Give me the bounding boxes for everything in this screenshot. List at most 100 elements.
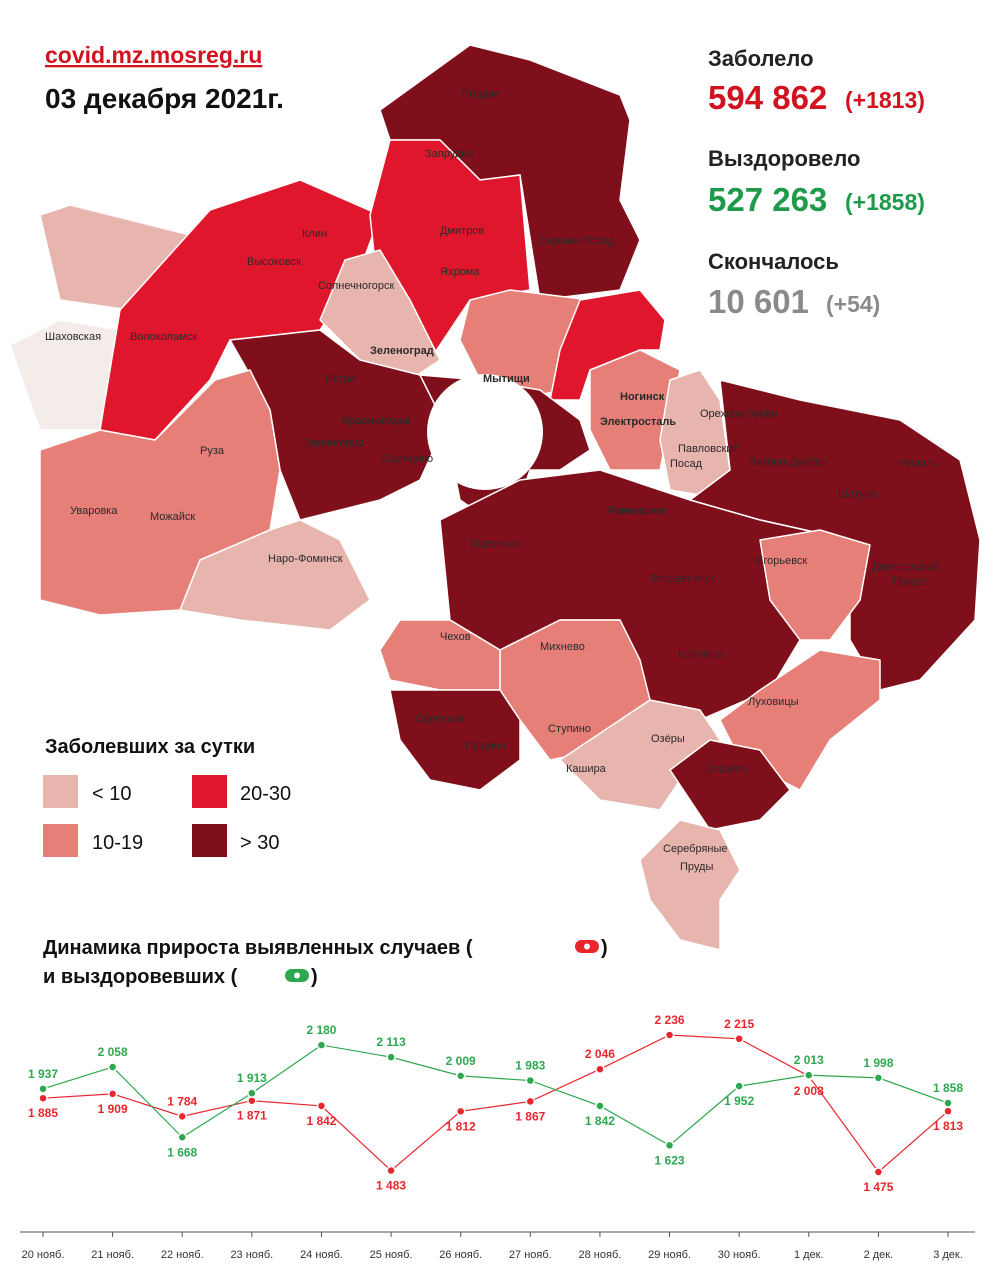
site-link[interactable]: covid.mz.mosreg.ru [45,42,262,68]
district [179,519,371,631]
town-label: Зарайск [706,763,748,775]
town-label: Шаховская [45,331,101,343]
legend-label: > 30 [240,832,279,854]
stat-delta: (+1813) [845,87,925,113]
value-label: 2 046 [585,1047,615,1061]
town-label: Коломна [678,648,724,660]
value-label: 1 483 [376,1179,406,1193]
point [595,1064,605,1074]
value-label: 1 668 [167,1145,197,1159]
value-label: 1 871 [237,1109,267,1123]
value-label: 2 009 [446,1054,476,1068]
legend-label: 20-30 [240,783,291,805]
point [734,1034,744,1044]
value-label: 1 937 [28,1067,58,1081]
town-label: Ступино [548,723,591,735]
town-label: Орехово-Зуево [700,408,778,420]
legend-swatch [192,824,227,857]
town-label: Запрудня [425,148,473,160]
point [525,1075,536,1086]
town-label: Павловский [678,443,739,455]
town-label: Подольск [470,538,519,550]
point [316,1040,327,1050]
town-label: Посад [670,458,703,470]
point [525,1096,536,1107]
point [386,1165,396,1176]
point [38,1084,48,1094]
chart-title: и выздоровевших ( [43,966,238,988]
point [177,1111,187,1122]
stat-label: Скончалось [708,249,839,274]
point [873,1167,884,1177]
legend-title: Заболевших за сутки [45,736,255,758]
town-label: Рошаль [898,457,938,469]
legend-swatch [43,775,78,808]
stat-label: Выздоровело [708,146,861,171]
x-tick-label: 20 нояб. [22,1249,65,1261]
point [734,1081,744,1091]
x-tick-label: 25 нояб. [370,1249,413,1261]
value-label: 2 113 [376,1035,406,1049]
legend-swatch [192,775,227,808]
line-chart: 20 нояб. 21 нояб. 22 нояб. 23 нояб. 24 нояб.… [22,1013,964,1261]
town-label: Шатура [838,488,878,500]
town-label: Чехов [440,631,471,643]
district [659,369,731,496]
point [107,1062,118,1072]
point [873,1073,884,1083]
legend-label: < 10 [92,783,131,805]
moscow [427,374,543,490]
stat-value: 594 862 [708,79,827,116]
value-label: 1 858 [933,1081,963,1095]
chart-title: Динамика прироста выявленных случаев ( [43,937,473,959]
point [177,1132,187,1143]
town-label: Наро-Фоминск [268,553,343,565]
district [389,689,521,791]
legend-marker [575,940,599,953]
town-label: Дмитровский [872,561,939,573]
chart-title: ) [311,966,318,988]
town-label: Пруды [680,861,713,873]
stat-value: 527 263 [708,181,827,218]
value-label: 1 812 [446,1119,476,1133]
town-label: Раменское [608,505,667,517]
point [943,1106,953,1116]
town-label: Уваровка [70,505,118,517]
town-labels: Талдом Запрудня Дмитров Яхрома Сергиев Посад… [45,88,939,873]
legend-swatch [43,824,78,857]
value-label: 1 842 [585,1114,615,1128]
town-label: Пущино [465,740,506,752]
town-label: Звенигород [305,437,365,449]
value-label: 1 998 [863,1056,893,1070]
series-line [42,1034,949,1173]
legend-marker [285,969,309,982]
town-label: Одинцово [382,453,433,465]
x-tick-label: 21 нояб. [91,1249,134,1261]
town-label: Красногорск [342,415,411,427]
town-label: Воскресенск [651,573,715,585]
value-label: 1 623 [655,1153,685,1167]
town-label: Дмитров [440,225,484,237]
point [804,1070,814,1080]
town-label: Серебряные [663,843,728,855]
town-label: Талдом [460,88,499,100]
x-tick-label: 26 нояб. [439,1249,482,1261]
value-label: 1 909 [98,1102,128,1116]
x-tick-label: 28 нояб. [579,1249,622,1261]
town-label: Озёры [651,733,685,745]
value-label: 2 058 [98,1045,128,1059]
district [639,819,741,951]
x-tick-label: 29 нояб. [648,1249,691,1261]
town-label: Егорьевск [756,555,807,567]
town-label: Клин [302,228,327,240]
region-map [9,44,981,951]
point [107,1089,118,1099]
town-label: Высоковск [247,256,301,268]
x-tick-label: 3 дек. [933,1249,963,1261]
town-label: Мытищи [483,373,530,385]
value-label: 1 885 [28,1106,58,1120]
district [379,619,501,691]
town-label: Ногинск [620,391,665,403]
point [455,1106,466,1117]
